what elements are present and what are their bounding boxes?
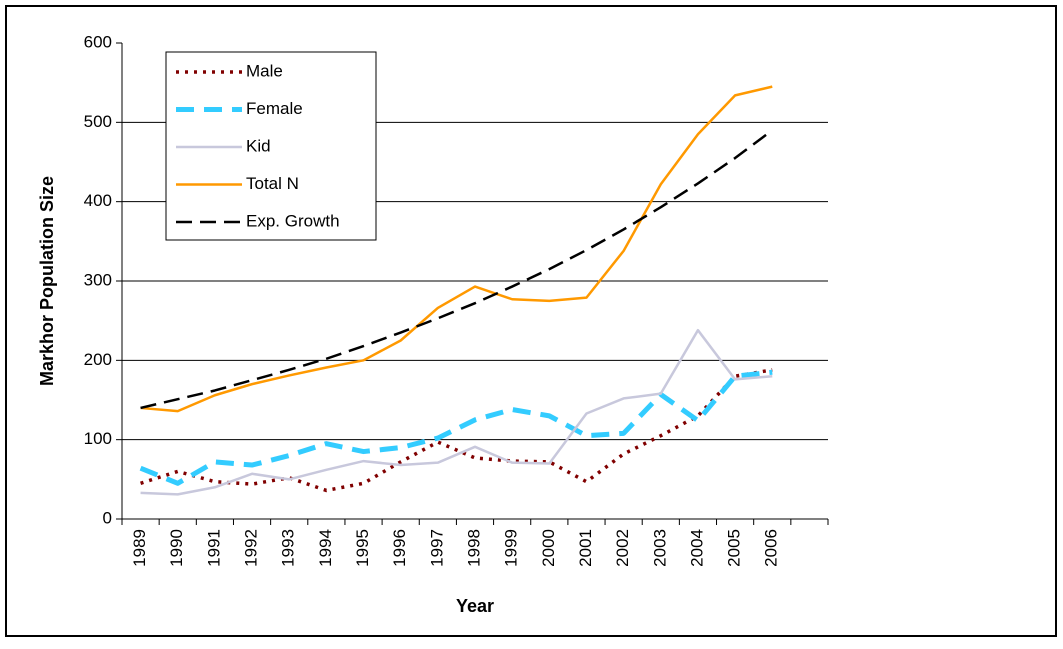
x-tick-label: 2004: [687, 529, 706, 567]
x-tick-label: 1998: [464, 529, 483, 567]
x-tick-label: 2006: [762, 529, 781, 567]
legend-label: Total N: [246, 174, 299, 193]
x-tick-label: 1992: [242, 529, 261, 567]
x-tick-label: 1996: [390, 529, 409, 567]
legend-label: Female: [246, 99, 303, 118]
legend-label: Kid: [246, 136, 271, 155]
x-tick-label: 1990: [167, 529, 186, 567]
x-tick-label: 1993: [279, 529, 298, 567]
y-axis-label: Markhor Population Size: [37, 176, 57, 386]
y-tick-label: 600: [84, 32, 112, 51]
x-tick-label: 2000: [539, 529, 558, 567]
x-tick-label: 1999: [502, 529, 521, 567]
y-tick-label: 100: [84, 429, 112, 448]
y-tick-label: 300: [84, 270, 112, 289]
y-tick-label: 500: [84, 112, 112, 131]
series-line: [140, 129, 774, 410]
legend-label: Male: [246, 61, 283, 80]
series-line: [140, 368, 773, 493]
x-axis-label: Year: [456, 596, 494, 616]
x-tick-label: 1989: [130, 529, 149, 567]
y-tick-label: 0: [103, 508, 112, 527]
series-line: [140, 85, 773, 413]
x-tick-label: 1995: [353, 529, 372, 567]
x-tick-label: 1994: [316, 529, 335, 567]
series-line: [140, 328, 773, 496]
x-tick-label: 2002: [613, 529, 632, 567]
x-tick-label: 2005: [725, 529, 744, 567]
frame: [5, 5, 1057, 637]
x-tick-label: 1997: [427, 529, 446, 567]
legend-label: Exp. Growth: [246, 211, 340, 230]
x-tick-label: 2003: [650, 529, 669, 567]
y-tick-label: 200: [84, 350, 112, 369]
y-tick-label: 400: [84, 191, 112, 210]
x-tick-label: 2001: [576, 529, 595, 567]
x-tick-label: 1991: [204, 529, 223, 567]
series-line: [139, 369, 773, 486]
